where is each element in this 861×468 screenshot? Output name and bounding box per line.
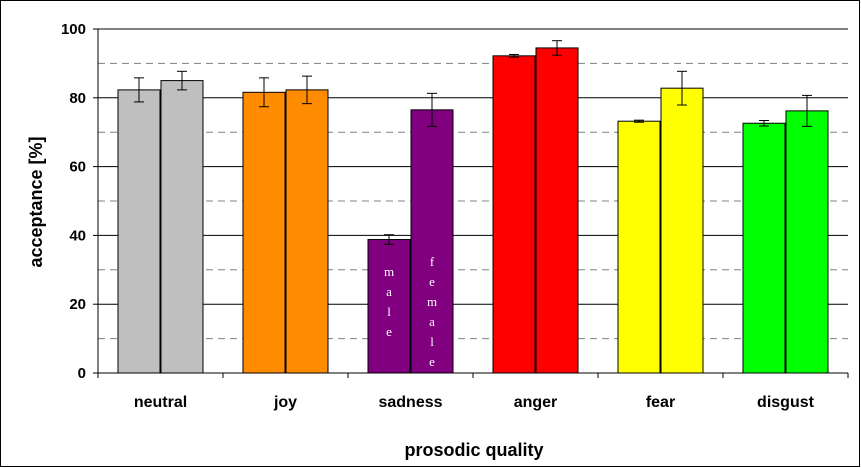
error-bar-joy-male bbox=[259, 77, 269, 108]
bar-neutral-female bbox=[160, 80, 204, 374]
x-category-label-joy: joy bbox=[273, 394, 297, 411]
error-bar-joy-female bbox=[302, 75, 312, 105]
series-annotation-letter: a bbox=[386, 284, 392, 299]
y-tick-label: 100 bbox=[61, 21, 86, 38]
y-tick-label: 0 bbox=[78, 365, 86, 382]
error-bar-anger-male bbox=[509, 53, 519, 58]
bar-joy-female bbox=[285, 89, 329, 374]
y-axis-title: acceptance [%] bbox=[26, 136, 46, 267]
error-bar-neutral-male bbox=[134, 77, 144, 103]
error-bar-sadness-female bbox=[427, 92, 437, 127]
bar-disgust-female bbox=[785, 110, 829, 374]
x-category-label-disgust: disgust bbox=[757, 394, 815, 411]
axes: 0 20 40 60 80 100 neutral joy sadness anger fear di… bbox=[61, 21, 849, 411]
bar-sadness-male bbox=[367, 239, 411, 374]
y-tick-label: 20 bbox=[69, 296, 86, 313]
bar-anger-male bbox=[492, 55, 536, 374]
bar-disgust-male bbox=[742, 122, 786, 374]
bar-anger-female bbox=[535, 47, 579, 374]
error-bar-anger-female bbox=[552, 40, 562, 56]
error-bar-neutral-female bbox=[177, 70, 187, 91]
series-annotation-letter: l bbox=[430, 334, 434, 349]
x-category-label-fear: fear bbox=[646, 394, 675, 411]
x-category-label-sadness: sadness bbox=[378, 394, 442, 411]
x-category-label-anger: anger bbox=[514, 394, 558, 411]
y-tick-label: 80 bbox=[69, 90, 86, 107]
series-annotation-letter: a bbox=[429, 314, 435, 329]
bar-neutral-male bbox=[117, 89, 161, 374]
bar-fear-male bbox=[617, 120, 661, 374]
bar-joy-male bbox=[242, 91, 286, 374]
series-annotation-letter: e bbox=[429, 354, 435, 369]
series-annotation-letter: e bbox=[386, 324, 392, 339]
series-annotation-letter: f bbox=[430, 254, 435, 269]
bar-fear-female bbox=[660, 87, 704, 374]
series-annotation-letter: e bbox=[429, 274, 435, 289]
y-tick-label: 60 bbox=[69, 159, 86, 176]
error-bar-sadness-male bbox=[384, 234, 394, 245]
series-annotation-letter: m bbox=[427, 294, 437, 309]
error-bar-disgust-male bbox=[759, 120, 769, 127]
error-bar-fear-male bbox=[634, 119, 644, 123]
series-annotation-letter: m bbox=[384, 264, 394, 279]
bar-sadness-female bbox=[410, 109, 454, 374]
gridlines bbox=[98, 28, 848, 340]
y-tick-label: 40 bbox=[69, 227, 86, 244]
error-bar-fear-female bbox=[677, 70, 687, 106]
error-bar-disgust-female bbox=[802, 94, 812, 127]
x-category-label-neutral: neutral bbox=[134, 394, 187, 411]
series-annotation-letter: l bbox=[387, 304, 391, 319]
x-axis-title: prosodic quality bbox=[404, 440, 543, 460]
